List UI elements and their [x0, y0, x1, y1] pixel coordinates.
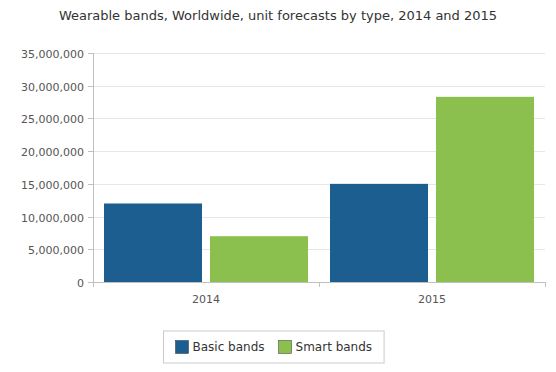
y-tick-label: 5,000,000: [28, 244, 84, 257]
legend-swatch: [176, 341, 189, 354]
y-tick: [88, 86, 93, 87]
y-tick-label: 0: [77, 277, 84, 290]
y-tick: [88, 217, 93, 218]
bar: [436, 97, 534, 282]
legend-swatch: [279, 341, 292, 354]
x-tick: [545, 282, 546, 287]
y-tick-label: 30,000,000: [21, 81, 84, 94]
y-tick-label: 10,000,000: [21, 212, 84, 225]
chart-container: Wearable bands, Worldwide, unit forecast…: [0, 0, 556, 372]
y-tick: [88, 151, 93, 152]
y-tick-label: 25,000,000: [21, 113, 84, 126]
x-tick-label: 2014: [192, 293, 220, 306]
grid-line: [93, 86, 545, 87]
y-tick: [88, 184, 93, 185]
grid-line: [93, 53, 545, 54]
y-axis-line: [93, 53, 94, 282]
legend-box: [164, 331, 385, 363]
bar: [104, 203, 202, 282]
legend-label: Smart bands: [296, 340, 373, 354]
y-tick-label: 15,000,000: [21, 179, 84, 192]
y-tick: [88, 282, 93, 283]
x-tick: [319, 282, 320, 287]
bar: [210, 236, 308, 282]
y-tick: [88, 53, 93, 54]
legend: Basic bands Smart bands: [164, 331, 385, 363]
chart-title: Wearable bands, Worldwide, unit forecast…: [59, 8, 497, 23]
y-tick: [88, 249, 93, 250]
bar: [330, 184, 428, 282]
legend-label: Basic bands: [193, 340, 265, 354]
y-tick: [88, 118, 93, 119]
y-tick-label: 20,000,000: [21, 146, 84, 159]
y-tick-label: 35,000,000: [21, 48, 84, 61]
chart-svg: Wearable bands, Worldwide, unit forecast…: [0, 0, 556, 372]
bars: [104, 97, 534, 282]
x-tick: [93, 282, 94, 287]
x-tick-label: 2015: [418, 293, 446, 306]
